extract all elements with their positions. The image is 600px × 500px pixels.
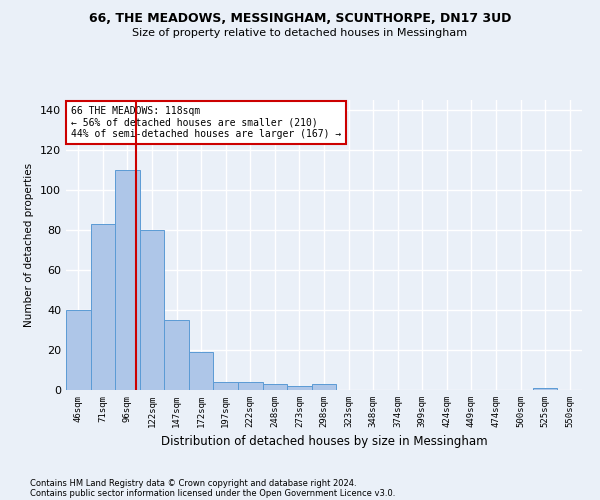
Bar	[164, 320, 189, 390]
Bar	[91, 224, 115, 390]
Text: Contains public sector information licensed under the Open Government Licence v3: Contains public sector information licen…	[30, 488, 395, 498]
Bar	[533, 388, 557, 390]
Bar	[214, 382, 238, 390]
Text: Size of property relative to detached houses in Messingham: Size of property relative to detached ho…	[133, 28, 467, 38]
Text: 66 THE MEADOWS: 118sqm
← 56% of detached houses are smaller (210)
44% of semi-de: 66 THE MEADOWS: 118sqm ← 56% of detached…	[71, 106, 341, 139]
Text: 66, THE MEADOWS, MESSINGHAM, SCUNTHORPE, DN17 3UD: 66, THE MEADOWS, MESSINGHAM, SCUNTHORPE,…	[89, 12, 511, 26]
Text: Contains HM Land Registry data © Crown copyright and database right 2024.: Contains HM Land Registry data © Crown c…	[30, 478, 356, 488]
X-axis label: Distribution of detached houses by size in Messingham: Distribution of detached houses by size …	[161, 436, 487, 448]
Bar	[115, 170, 140, 390]
Bar	[263, 384, 287, 390]
Bar	[189, 352, 214, 390]
Bar	[140, 230, 164, 390]
Bar	[66, 310, 91, 390]
Y-axis label: Number of detached properties: Number of detached properties	[25, 163, 34, 327]
Bar	[287, 386, 312, 390]
Bar	[238, 382, 263, 390]
Bar	[312, 384, 336, 390]
